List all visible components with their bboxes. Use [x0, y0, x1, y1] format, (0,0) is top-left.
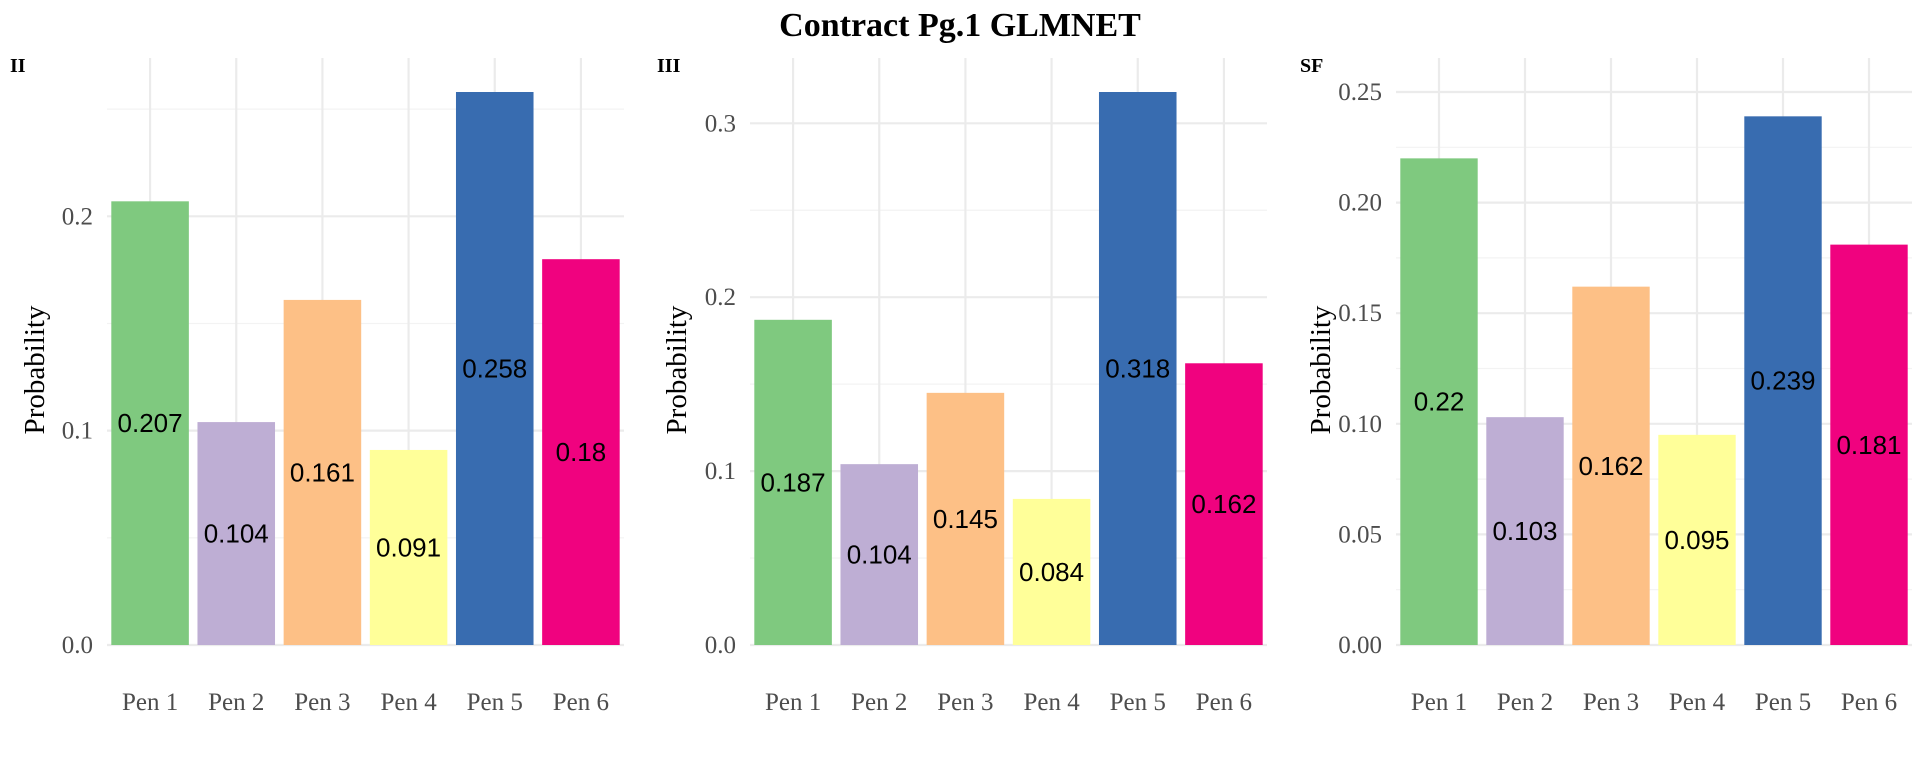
bar-pen-5 [455, 92, 534, 645]
y-tick-label: 0.2 [62, 203, 93, 230]
x-tick-label: Pen 2 [1497, 689, 1553, 716]
bar-data-label: 0.084 [1019, 557, 1084, 587]
x-tick-label: Pen 2 [851, 689, 907, 716]
bar-pen-4 [369, 449, 448, 645]
bar-data-label: 0.145 [933, 504, 998, 534]
x-tick-label: Pen 6 [1841, 689, 1897, 716]
bar-data-label: 0.162 [1191, 489, 1256, 519]
y-tick-label: 0.1 [705, 458, 736, 485]
bar-data-label: 0.22 [1414, 387, 1465, 417]
figure-title: Contract Pg.1 GLMNET [779, 7, 1141, 44]
bar-pen-5 [1744, 116, 1822, 645]
bar-pen-2 [1486, 417, 1564, 645]
y-tick-label: 0.0 [705, 632, 736, 659]
bar-pen-3 [926, 392, 1005, 645]
y-tick-label: 0.10 [1338, 411, 1382, 438]
y-tick-label: 0.3 [705, 110, 736, 137]
y-axis-label: Probability [1305, 305, 1337, 434]
panel-iii: III 0.187 0.104 0.145 0.084 0.318 0.162 0.0 0.1 0… [657, 55, 1267, 716]
x-tick-label: Pen 1 [1411, 689, 1467, 716]
bar-pen-2 [840, 464, 919, 645]
bar-data-label: 0.207 [118, 408, 183, 438]
panel-label: SF [1300, 55, 1323, 77]
x-tick-label: Pen 4 [1023, 689, 1080, 716]
bar-data-label: 0.181 [1836, 430, 1901, 460]
panel-label: II [10, 55, 26, 77]
y-tick-label: 0.1 [62, 418, 93, 445]
x-tick-label: Pen 3 [937, 689, 993, 716]
bar-pen-3 [283, 299, 362, 645]
x-tick-label: Pen 5 [1755, 689, 1811, 716]
y-tick-label: 0.2 [705, 284, 736, 311]
x-tick-label: Pen 1 [765, 689, 821, 716]
x-tick-label: Pen 6 [1196, 689, 1252, 716]
bar-pen-3 [1572, 286, 1650, 645]
y-tick-label: 0.0 [62, 632, 93, 659]
bar-pen-4 [1658, 434, 1736, 645]
x-tick-label: Pen 3 [1583, 689, 1639, 716]
bar-data-label: 0.104 [847, 540, 912, 570]
bar-data-label: 0.18 [556, 437, 607, 467]
x-tick-label: Pen 5 [1110, 689, 1166, 716]
bar-pen-1 [754, 319, 832, 645]
x-tick-label: Pen 1 [122, 689, 178, 716]
bar-data-label: 0.162 [1578, 451, 1643, 481]
y-tick-label: 0.05 [1338, 521, 1382, 548]
y-axis-label: Probability [661, 305, 693, 434]
x-tick-label: Pen 4 [1669, 689, 1726, 716]
bar-data-label: 0.239 [1750, 366, 1815, 396]
y-tick-label: 0.25 [1338, 79, 1382, 106]
x-tick-label: Pen 5 [467, 689, 523, 716]
bar-data-label: 0.318 [1105, 354, 1170, 384]
y-axis-label: Probability [19, 305, 51, 434]
bar-data-label: 0.161 [290, 457, 355, 487]
bar-data-label: 0.258 [462, 354, 527, 384]
bar-data-label: 0.104 [204, 519, 269, 549]
panel-ii: II 0.207 0.104 0.161 0.091 0.258 0.18 0.0 0.1 0.2… [10, 55, 624, 716]
bar-data-label: 0.095 [1664, 525, 1729, 555]
y-tick-label: 0.15 [1338, 300, 1382, 327]
x-tick-label: Pen 4 [380, 689, 437, 716]
x-tick-label: Pen 3 [294, 689, 350, 716]
panel-label: III [657, 55, 681, 77]
y-tick-label: 0.20 [1338, 190, 1382, 217]
bar-data-label: 0.187 [761, 467, 826, 497]
panels: II 0.207 0.104 0.161 0.091 0.258 0.18 0.0 0.1 0.2… [10, 55, 1912, 716]
bar-pen-6 [1185, 363, 1263, 645]
bar-pen-2 [197, 422, 276, 645]
bar-data-label: 0.091 [376, 532, 441, 562]
bar-pen-6 [1830, 244, 1908, 646]
panel-sf: SF 0.22 0.103 0.162 0.095 0.239 0.181 0.00 0.05 0… [1300, 55, 1912, 716]
bar-data-label: 0.103 [1492, 516, 1557, 546]
bar-pen-4 [1012, 498, 1091, 645]
bar-pen-6 [542, 259, 620, 645]
x-tick-label: Pen 6 [553, 689, 609, 716]
bar-pen-1 [111, 201, 189, 645]
bar-pen-5 [1098, 92, 1177, 645]
x-tick-label: Pen 2 [208, 689, 264, 716]
bar-pen-1 [1400, 158, 1478, 646]
y-tick-label: 0.00 [1338, 632, 1382, 659]
